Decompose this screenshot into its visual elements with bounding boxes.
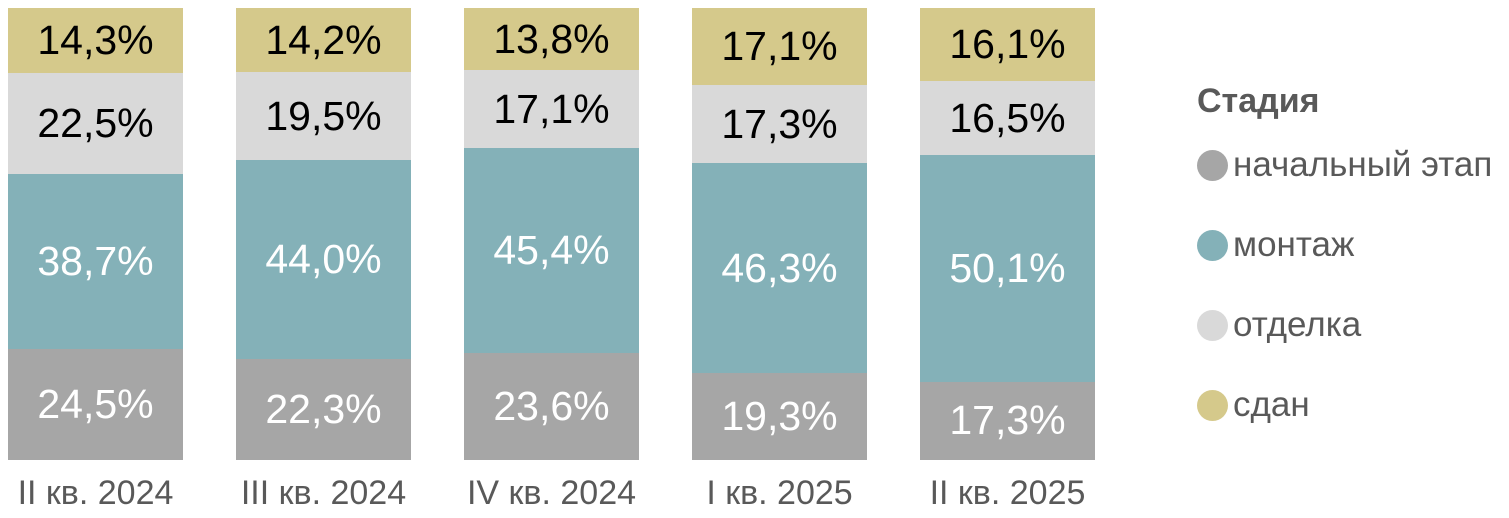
- bar-column: 16,1% 16,5% 50,1% 17,3%: [920, 8, 1095, 460]
- plot-area: 14,3% 22,5% 38,7% 24,5% 14,2% 19,5% 44,0% 22,3%…: [8, 8, 1095, 513]
- bar-segment: 46,3%: [692, 163, 867, 373]
- legend-label: начальный этап: [1233, 145, 1493, 184]
- segment-value-label: 13,8%: [493, 15, 610, 62]
- segment-value-label: 16,5%: [949, 94, 1066, 141]
- segment-value-label: 45,4%: [493, 226, 610, 273]
- segment-value-label: 50,1%: [949, 245, 1066, 292]
- segment-value-label: 14,3%: [37, 16, 154, 63]
- legend-color-dot: [1197, 229, 1228, 261]
- bar-segment: 44,0%: [236, 160, 411, 360]
- bar-segment: 17,3%: [920, 381, 1095, 460]
- segment-value-label: 17,3%: [949, 397, 1066, 444]
- legend-item: монтаж: [1197, 225, 1509, 264]
- x-axis-label: IV кв. 2024: [466, 474, 637, 512]
- bar-segment: 22,5%: [8, 72, 183, 175]
- legend-item: сдан: [1197, 385, 1509, 424]
- bar-segment: 16,1%: [920, 8, 1095, 81]
- bar-segment: 17,1%: [692, 8, 867, 86]
- bar-segment: 19,5%: [236, 72, 411, 161]
- legend-label: монтаж: [1233, 225, 1355, 264]
- segment-value-label: 22,5%: [37, 99, 154, 146]
- bar-segment: 17,3%: [692, 85, 867, 164]
- bar-segment: 22,3%: [236, 359, 411, 460]
- legend-label: сдан: [1233, 385, 1310, 424]
- bar-segment: 23,6%: [464, 352, 639, 460]
- segment-value-label: 17,1%: [721, 23, 838, 70]
- bar-column: 13,8% 17,1% 45,4% 23,6%: [464, 8, 639, 460]
- legend-label: отделка: [1233, 305, 1362, 344]
- segment-value-label: 17,3%: [721, 100, 838, 147]
- segment-value-label: 38,7%: [37, 238, 154, 285]
- bar-segment: 19,3%: [692, 372, 867, 460]
- segment-value-label: 19,5%: [265, 92, 382, 139]
- legend-title: Стадия: [1197, 82, 1320, 120]
- bar-segment: 14,2%: [236, 8, 411, 73]
- segment-value-label: 19,3%: [721, 392, 838, 439]
- legend-color-dot: [1197, 149, 1228, 181]
- legend: Стадия начальный этап монтаж отделка сда…: [1197, 82, 1509, 469]
- bar-segment: 13,8%: [464, 8, 639, 71]
- segment-value-label: 14,2%: [265, 16, 382, 63]
- bar-segment: 14,3%: [8, 8, 183, 73]
- bar-segment: 24,5%: [8, 349, 183, 460]
- bar-segment: 16,5%: [920, 80, 1095, 156]
- x-axis-label: I кв. 2025: [706, 474, 853, 512]
- bar-segment: 45,4%: [464, 147, 639, 353]
- segment-value-label: 46,3%: [721, 244, 838, 291]
- bar-column: 14,2% 19,5% 44,0% 22,3%: [236, 8, 411, 460]
- x-axis-label: III кв. 2024: [240, 474, 407, 512]
- segment-value-label: 24,5%: [37, 381, 154, 428]
- x-axis: II кв. 2024 III кв. 2024 IV кв. 2024 I кв. …: [8, 474, 1095, 513]
- segment-value-label: 44,0%: [265, 236, 382, 283]
- legend-color-dot: [1197, 389, 1228, 421]
- legend-item: отделка: [1197, 305, 1509, 344]
- x-axis-label: II кв. 2024: [17, 474, 174, 512]
- segment-value-label: 16,1%: [949, 20, 1066, 67]
- legend-item: начальный этап: [1197, 145, 1509, 184]
- bar-segment: 38,7%: [8, 174, 183, 350]
- segment-value-label: 22,3%: [265, 386, 382, 433]
- segment-value-label: 23,6%: [493, 382, 610, 429]
- bar-column: 14,3% 22,5% 38,7% 24,5%: [8, 8, 183, 460]
- legend-color-dot: [1197, 309, 1228, 341]
- segment-value-label: 17,1%: [493, 85, 610, 132]
- stacked-bar-chart: 14,3% 22,5% 38,7% 24,5% 14,2% 19,5% 44,0% 22,3%…: [8, 8, 1095, 460]
- bar-segment: 17,1%: [464, 70, 639, 148]
- x-axis-label: II кв. 2025: [929, 474, 1086, 512]
- bar-column: 17,1% 17,3% 46,3% 19,3%: [692, 8, 867, 460]
- bar-segment: 50,1%: [920, 155, 1095, 382]
